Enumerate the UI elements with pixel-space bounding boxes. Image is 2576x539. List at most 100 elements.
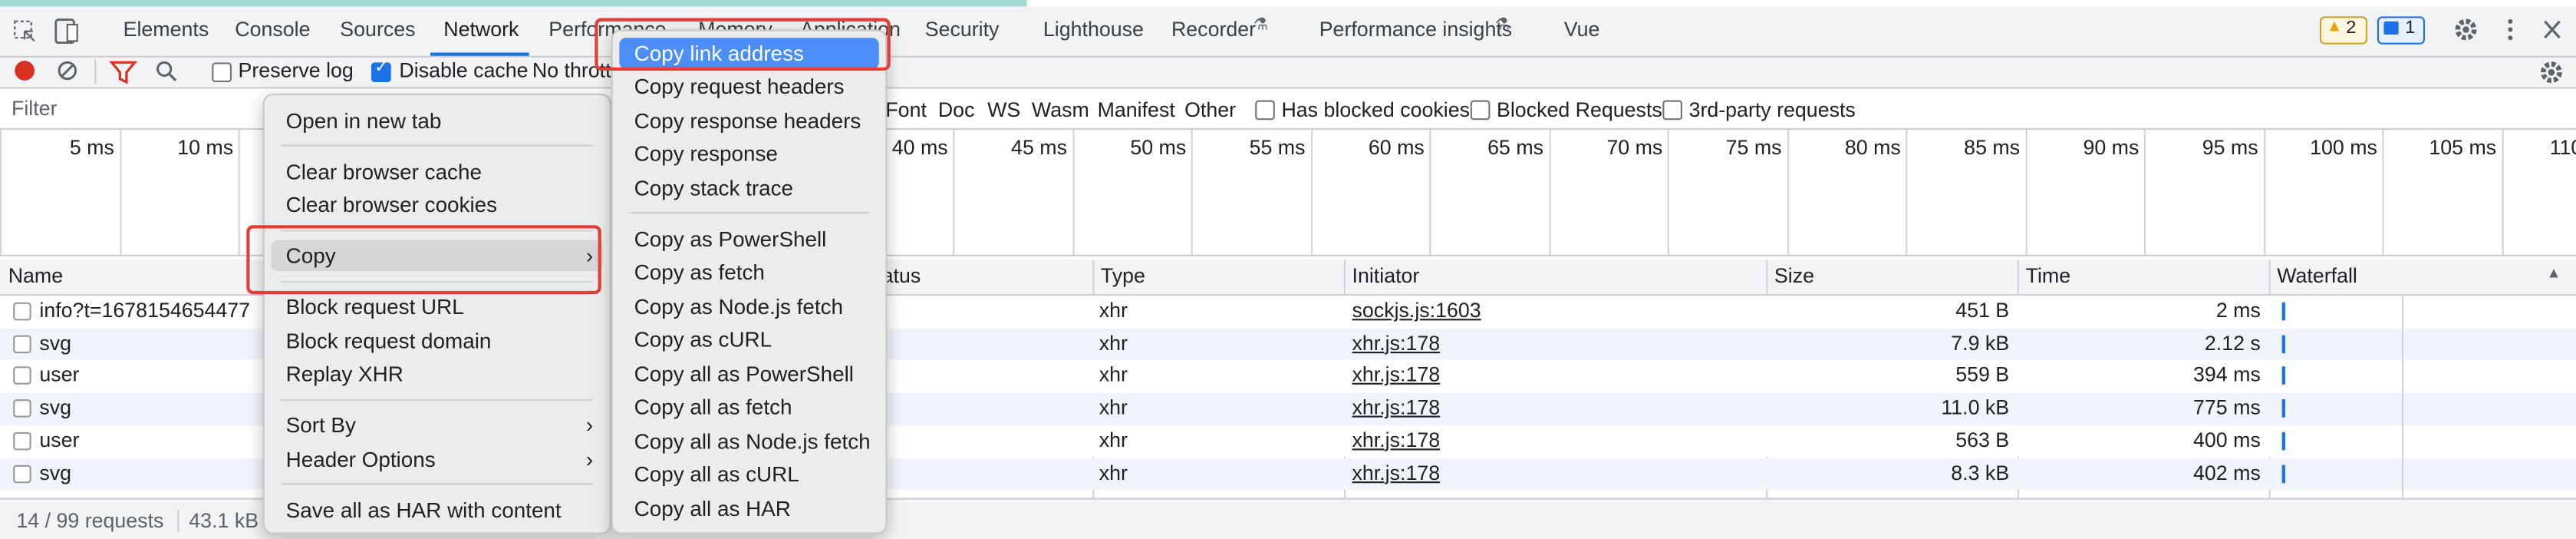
tab[interactable]: Elements [123,18,209,41]
filter-checkbox-label[interactable]: 3rd-party requests [1688,98,1856,122]
warning-count: 2 [2346,18,2357,38]
menu-item[interactable]: Open in new tab [285,107,442,133]
filter-type[interactable]: Wasm [1031,98,1089,122]
inspect-icons[interactable] [13,18,85,45]
timeline-grid-line [1072,130,1074,255]
waterfall-bar [2281,464,2285,483]
request-name: svg [39,331,72,355]
timeline-grid-line [2143,130,2146,255]
tab[interactable]: Network [443,18,519,41]
waterfall-bar [2281,334,2285,353]
menu-separator [281,279,594,283]
transfer-size: 43.1 kB / [177,509,270,533]
timeline-tick-label: 55 ms [1249,136,1306,160]
menu-item[interactable]: Copy response headers [634,107,861,133]
request-name: user [39,363,80,387]
timeline-grid-line [2382,130,2384,255]
network-toolbar: Preserve log ✓ Disable cache No throttli… [0,57,2576,89]
column-header[interactable]: Waterfall [2277,264,2357,288]
menu-item[interactable]: Block request URL [285,294,464,319]
tab[interactable]: Vue [1563,18,1600,41]
menu-item[interactable]: Copy link address [619,37,879,68]
checkbox[interactable] [1255,100,1275,121]
column-header[interactable]: Size [1774,264,1815,288]
column-header[interactable]: Type [1100,264,1145,288]
menu-item[interactable]: Copy as Node.js fetch [634,293,844,319]
request-type: xhr [1099,461,1128,484]
menu-separator [281,229,594,231]
disable-cache[interactable]: Disable cache [399,59,529,83]
checkbox[interactable] [1662,100,1682,121]
timeline-tick-label: 80 ms [1844,136,1901,160]
column-header[interactable]: Time [2025,264,2071,288]
request-initiator[interactable]: xhr.js:178 [1352,331,1441,355]
checkbox[interactable]: ✓ [371,59,391,83]
menu-separator [281,483,594,485]
filter-type[interactable]: Other [1184,98,1237,122]
menu-item[interactable]: Copy all as Node.js fetch [634,428,871,453]
menu-item[interactable]: Copy all as PowerShell [634,360,854,385]
row-checkbox [13,302,31,321]
timeline-tick-label: 75 ms [1725,136,1782,160]
filter-checkbox-label[interactable]: Blocked Requests [1496,98,1662,122]
filter-input[interactable]: Filter [11,97,58,121]
menu-item[interactable]: Header Options › [271,443,603,475]
request-initiator[interactable]: xhr.js:178 [1352,395,1441,419]
timeline-grid-line [1429,130,1431,255]
menu-item[interactable]: Save all as HAR with content [285,497,562,522]
menu-item[interactable]: Block request domain [285,327,492,353]
menu-item[interactable]: Copy response [634,141,778,167]
request-initiator[interactable]: sockjs.js:1603 [1352,299,1481,322]
menu-item[interactable]: Copy all as fetch [634,394,792,419]
menu-item[interactable]: Replay XHR [285,361,404,386]
toolbar-icons[interactable] [10,59,191,85]
warning-badge[interactable]: ▲ 2 [2319,16,2368,45]
settings[interactable] [2538,59,2564,85]
menu-separator [281,398,594,401]
menu-item[interactable]: Copy request headers [634,74,845,99]
column-header[interactable]: Name [8,264,64,288]
tab[interactable]: Sources [340,18,416,41]
waterfall-bar [2281,367,2285,385]
menu-item[interactable]: Copy stack trace [634,174,794,200]
filter-type[interactable]: Doc [937,98,975,122]
request-initiator[interactable]: xhr.js:178 [1352,428,1441,452]
menu-item[interactable]: Copy as PowerShell [634,226,827,251]
menu-item[interactable]: Copy › [271,240,603,272]
column-header[interactable]: Initiator [1352,264,1420,288]
request-initiator[interactable]: xhr.js:178 [1352,363,1441,387]
tab[interactable]: Lighthouse [1043,18,1144,41]
preserve-log[interactable]: Preserve log [238,59,354,83]
checkbox[interactable] [212,62,232,83]
request-name: svg [39,395,72,419]
request-time: 394 ms [2193,363,2261,387]
menu-item[interactable]: Copy as fetch [634,260,765,285]
request-time: 775 ms [2193,395,2261,419]
checkbox[interactable] [1470,100,1491,121]
tab[interactable]: Security [924,18,1000,41]
tab[interactable]: Console [235,18,311,41]
filter-type[interactable]: WS [987,98,1021,122]
timeline-grid-line [1667,130,1669,255]
menu-separator [629,212,869,214]
menu-item[interactable]: Copy all as cURL [634,461,799,487]
tab[interactable]: Recorder [1171,18,1257,41]
request-initiator[interactable]: xhr.js:178 [1352,461,1441,484]
menu-item[interactable]: Copy all as HAR [634,495,791,521]
menu-item[interactable]: Sort By › [271,409,603,441]
timeline-tick-label: 110 ms [2549,136,2576,160]
waterfall-grid [2402,294,2404,498]
filter-checkbox-label[interactable]: Has blocked cookies [1281,98,1470,122]
timeline-tick-label: 85 ms [1964,136,2021,160]
menu-item[interactable]: Clear browser cache [285,158,482,184]
menu-item[interactable]: Clear browser cookies [285,192,498,217]
message-badge[interactable]: 1 [2377,16,2426,45]
request-type: xhr [1099,428,1128,452]
window-controls[interactable] [2451,16,2569,46]
filter-type[interactable]: Manifest [1097,98,1175,122]
experiment-icon: ⚗ [1253,16,1269,35]
menu-item[interactable]: Copy as cURL [634,326,772,352]
timeline-tick-label: 105 ms [2429,136,2497,160]
filter-type[interactable]: Font [885,98,927,122]
tab[interactable]: Performance insights [1319,18,1513,41]
